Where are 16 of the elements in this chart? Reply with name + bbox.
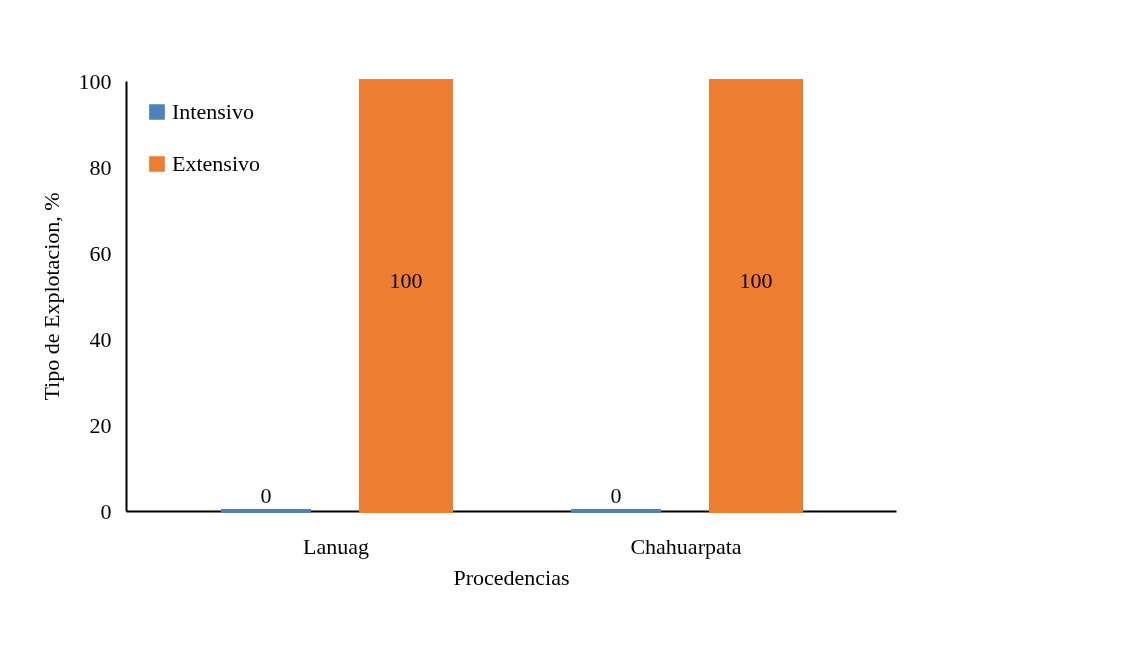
x-axis-title: Procedencias bbox=[453, 564, 570, 590]
y-tick-label: 60 bbox=[89, 240, 112, 266]
data-label: 100 bbox=[739, 268, 773, 293]
x-tick-label: Lanuag bbox=[303, 533, 369, 559]
x-tick-label: Chahuarpata bbox=[630, 533, 742, 559]
legend-label: Intensivo bbox=[172, 99, 254, 124]
y-axis-title: Tipo de Explotacion, % bbox=[38, 192, 64, 401]
y-tick-label: 40 bbox=[89, 326, 112, 352]
y-tick-label: 100 bbox=[78, 68, 112, 94]
y-tick-label: 80 bbox=[89, 154, 112, 180]
data-label: 0 bbox=[260, 483, 272, 508]
legend-label: Extensivo bbox=[172, 151, 260, 176]
y-tick-label: 20 bbox=[89, 412, 112, 438]
y-tick-label: 0 bbox=[100, 498, 112, 524]
data-label: 100 bbox=[389, 268, 423, 293]
data-label: 0 bbox=[610, 483, 622, 508]
